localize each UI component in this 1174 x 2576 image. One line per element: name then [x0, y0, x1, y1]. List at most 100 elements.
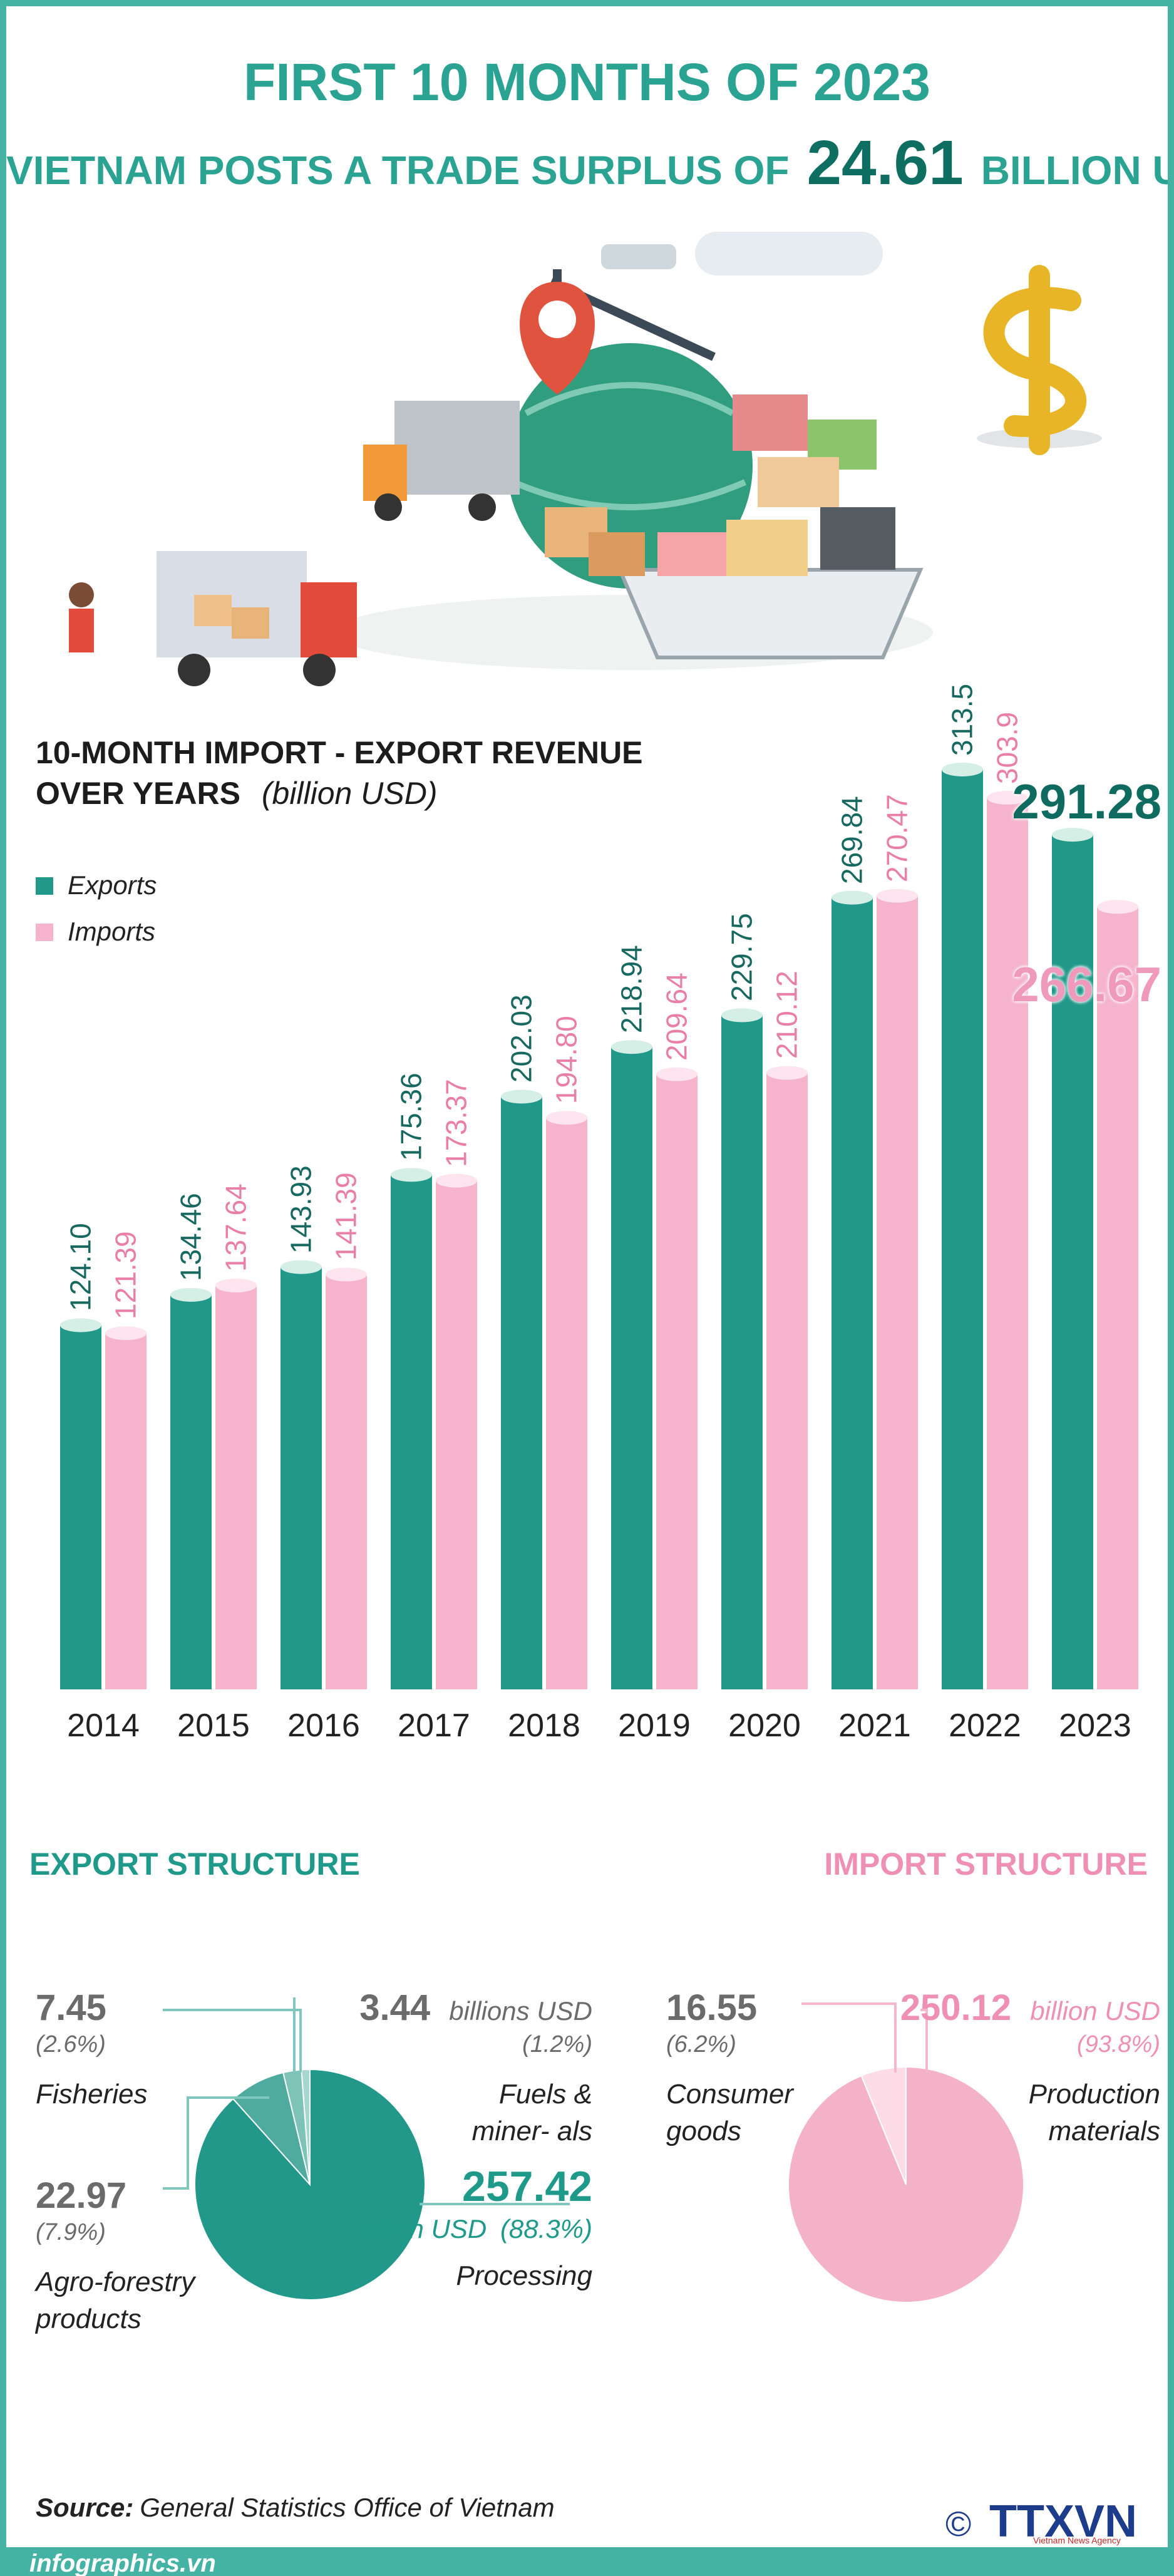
chart-title: 10-MONTH IMPORT - EXPORT REVENUE OVER YE…	[36, 733, 724, 814]
legend-label: Exports	[68, 870, 157, 900]
bar	[987, 797, 1028, 1689]
bar-cap	[60, 1318, 101, 1332]
chart-unit: (billion USD)	[261, 776, 438, 811]
slice-value: 3.44	[359, 1987, 431, 2028]
bar	[215, 1285, 257, 1689]
bar-cap	[170, 1287, 212, 1302]
bar	[170, 1294, 212, 1689]
leader-line	[920, 2009, 928, 2073]
bar-cap	[546, 1111, 587, 1125]
source: Source: General Statistics Office of Viet…	[36, 2493, 555, 2522]
bar-cap	[766, 1066, 808, 1080]
share-row: billion USD (88.3%)	[356, 2214, 592, 2244]
slice-unit: billions USD	[449, 1996, 592, 2026]
slice-share: (7.9%)	[36, 2219, 106, 2245]
value-label: 229.75	[725, 913, 758, 1002]
slice-value: 7.45	[36, 1987, 106, 2028]
slice-share: (2.6%)	[36, 2031, 106, 2058]
bar	[281, 1267, 322, 1689]
legend-swatch	[36, 924, 53, 941]
value-label: 291.28	[1012, 774, 1161, 829]
value-row: 3.44 billions USD	[359, 1988, 592, 2028]
value-label: 175.36	[394, 1073, 428, 1162]
x-tick-label: 2020	[728, 1708, 801, 1744]
bar-cap	[215, 1279, 257, 1293]
slice-value: 257.42	[462, 2163, 592, 2210]
slice-share: (88.3%)	[500, 2214, 592, 2244]
x-tick-label: 2021	[838, 1708, 911, 1744]
slice-unit: billion USD	[356, 2214, 487, 2244]
bar-cap	[1052, 828, 1093, 842]
share-row: (6.2%)	[666, 2031, 736, 2058]
value-label: 218.94	[615, 945, 648, 1034]
bar	[942, 770, 983, 1689]
slice-name: Fuels & miner- als	[471, 2079, 592, 2147]
legend-swatch	[36, 877, 53, 895]
slice-name: Production materials	[1028, 2079, 1160, 2147]
bar-cap	[832, 890, 873, 905]
value-label: 210.12	[770, 971, 803, 1059]
slice-share: (1.2%)	[522, 2031, 592, 2058]
bar-cap	[611, 1040, 652, 1054]
source-text: General Statistics Office of Vietnam	[140, 2493, 555, 2522]
bar	[105, 1333, 147, 1689]
bar	[436, 1180, 477, 1689]
bar-cap	[281, 1260, 322, 1274]
bar-cap	[326, 1267, 367, 1282]
copyright: ©	[945, 2504, 972, 2543]
share-row: (1.2%)	[522, 2031, 592, 2058]
value-label: 173.37	[440, 1078, 473, 1167]
bar-cap	[877, 889, 918, 903]
bar	[832, 897, 873, 1689]
x-tick-label: 2018	[508, 1708, 580, 1744]
value-row: 7.45	[36, 1988, 106, 2028]
slice-value: 16.55	[666, 1987, 758, 2028]
value-label: 124.10	[64, 1223, 97, 1312]
value-row: 22.97	[36, 2176, 126, 2216]
bar-cap	[656, 1067, 698, 1081]
bar-cap	[987, 790, 1028, 805]
bar	[656, 1074, 698, 1689]
value-label: 143.93	[284, 1165, 317, 1254]
bar	[501, 1096, 542, 1689]
legend-label: Imports	[68, 917, 156, 946]
value-label: 269.84	[835, 795, 868, 884]
x-tick-label: 2016	[287, 1708, 360, 1744]
value-label: 141.39	[329, 1172, 363, 1261]
bar	[721, 1015, 763, 1689]
subtitle-text: BILLION USD	[981, 148, 1168, 193]
surplus-value: 24.61	[806, 128, 964, 198]
value-label: 266.67	[1012, 957, 1161, 1012]
agency: Vietnam News Agency	[1033, 2535, 1121, 2545]
slice-value: 22.97	[36, 2175, 127, 2216]
value-label: 202.03	[505, 994, 538, 1083]
share-row: (7.9%)	[36, 2219, 106, 2246]
value-label: 209.64	[660, 972, 693, 1061]
x-tick-label: 2015	[177, 1708, 250, 1744]
bar-cap	[105, 1326, 147, 1341]
x-tick-label: 2017	[398, 1708, 470, 1744]
logo: TTXVN	[989, 2496, 1138, 2547]
x-tick-label: 2019	[618, 1708, 691, 1744]
x-tick-label: 2023	[1059, 1708, 1131, 1744]
bar-cap	[721, 1008, 763, 1023]
slice-name: Fisheries	[36, 2079, 148, 2110]
subtitle: VIETNAM POSTS A TRADE SURPLUS OF 24.61 BIL…	[6, 128, 1168, 197]
share-row: (2.6%)	[36, 2031, 106, 2058]
bar-cap	[1097, 900, 1138, 914]
value-label: 134.46	[174, 1193, 207, 1281]
value-row: 250.12 billion USD	[900, 1988, 1160, 2028]
pie-title: EXPORT STRUCTURE	[29, 1847, 360, 1882]
slice-name: Processing	[456, 2260, 592, 2291]
chart-title-text: 10-MONTH IMPORT - EXPORT REVENUE OVER YE…	[36, 735, 643, 811]
slice-value: 250.12	[900, 1987, 1012, 2028]
bar	[1052, 835, 1093, 1689]
bar	[611, 1047, 652, 1689]
bar-cap	[391, 1168, 432, 1182]
value-label: 313.5	[945, 683, 979, 756]
slice-name: Agro-forestry products	[36, 2267, 195, 2335]
pie-slice	[194, 2068, 426, 2300]
bar	[766, 1073, 808, 1689]
footer-bar	[6, 2547, 1168, 2576]
